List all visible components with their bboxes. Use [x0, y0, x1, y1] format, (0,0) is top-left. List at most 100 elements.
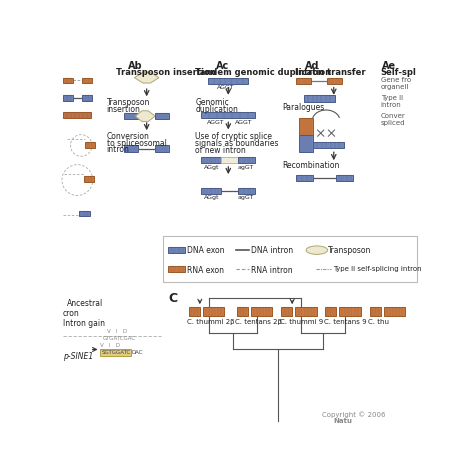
Text: agGT: agGT [238, 164, 254, 170]
Text: AGGT: AGGT [217, 85, 234, 91]
Bar [163, 237, 417, 283]
Text: spliced: spliced [381, 120, 405, 126]
Text: DNA intron: DNA intron [251, 246, 293, 255]
Text: Conver: Conver [381, 113, 405, 119]
Bar [296, 78, 311, 84]
Bar [83, 176, 93, 182]
Text: SGTGGATC: SGTGGATC [101, 350, 130, 355]
Bar [201, 112, 255, 118]
Text: V   I   D: V I D [100, 343, 120, 348]
Bar [237, 307, 247, 316]
Bar [339, 307, 361, 316]
Bar [384, 307, 405, 316]
Bar [313, 142, 344, 148]
Bar [220, 157, 237, 163]
Bar [325, 307, 336, 316]
Text: AGGT: AGGT [207, 120, 225, 125]
Bar [100, 349, 131, 356]
Text: Transposon: Transposon [328, 246, 372, 255]
Bar [63, 112, 91, 118]
Text: cron: cron [63, 309, 80, 318]
Bar [168, 247, 185, 253]
Bar [201, 188, 220, 194]
Bar [208, 78, 248, 84]
Text: Genomic: Genomic [195, 98, 229, 107]
Text: agGT: agGT [238, 195, 254, 201]
Text: signals as boundaries: signals as boundaries [195, 139, 279, 148]
Text: GTGATCGAC: GTGATCGAC [103, 337, 136, 341]
Bar [201, 157, 220, 163]
Bar [299, 118, 313, 136]
Polygon shape [134, 72, 159, 83]
Text: RNA intron: RNA intron [251, 265, 293, 274]
Text: Copyright © 2006: Copyright © 2006 [322, 411, 386, 418]
Text: Conversion: Conversion [107, 132, 149, 141]
Text: organell: organell [381, 84, 409, 90]
Text: Self-spl: Self-spl [381, 68, 417, 77]
Bar [85, 142, 95, 148]
Bar [82, 78, 92, 83]
Text: C. tentans 9: C. tentans 9 [324, 319, 366, 325]
Bar [336, 175, 353, 181]
Text: Paralogues: Paralogues [282, 103, 324, 112]
Bar [295, 307, 317, 316]
Text: Use of cryptic splice: Use of cryptic splice [195, 132, 272, 141]
Text: AGGT: AGGT [235, 120, 253, 125]
Text: C. tentans 2β: C. tentans 2β [235, 319, 282, 325]
Bar [237, 188, 255, 194]
Text: Ac: Ac [216, 61, 229, 71]
Polygon shape [135, 111, 155, 121]
Text: AGgt: AGgt [204, 195, 219, 201]
Text: intron: intron [381, 102, 401, 109]
Text: RNA exon: RNA exon [187, 265, 224, 274]
Bar [155, 113, 169, 119]
Text: AGgt: AGgt [204, 164, 219, 170]
Text: DAC: DAC [131, 350, 143, 355]
Bar [203, 307, 225, 316]
Text: Natu: Natu [334, 418, 353, 424]
Bar [189, 307, 200, 316]
Text: Type II: Type II [381, 95, 403, 101]
Bar [299, 136, 313, 152]
Text: Tandem genomic duplication: Tandem genomic duplication [195, 68, 331, 77]
Bar [124, 113, 138, 119]
Bar [327, 78, 342, 84]
Bar [251, 307, 272, 316]
Text: Intron gain: Intron gain [63, 319, 105, 328]
Bar [370, 307, 381, 316]
Text: C: C [168, 292, 177, 305]
Text: Recombination: Recombination [282, 161, 339, 170]
Text: Ad: Ad [305, 61, 320, 71]
Ellipse shape [306, 246, 328, 255]
Bar [79, 211, 90, 216]
Text: Intron transfer: Intron transfer [295, 68, 366, 77]
Bar [282, 307, 292, 316]
Bar [237, 157, 255, 163]
Bar [304, 95, 335, 101]
Text: C. thummi 2β: C. thummi 2β [188, 319, 235, 325]
Text: Ae: Ae [383, 61, 396, 71]
Text: Transposon: Transposon [107, 99, 150, 108]
Bar [296, 175, 313, 181]
Text: Ancestral: Ancestral [66, 300, 103, 309]
Bar [82, 95, 92, 101]
Bar [63, 78, 73, 83]
Bar [155, 146, 169, 152]
Text: C. thummi 9: C. thummi 9 [280, 319, 323, 325]
Text: to spliceosomal: to spliceosomal [107, 138, 166, 147]
Text: p-SINE1: p-SINE1 [63, 352, 93, 361]
Text: Type II self-splicing intron: Type II self-splicing intron [333, 265, 422, 272]
Text: Transposon insertion: Transposon insertion [116, 68, 216, 77]
Text: of new intron: of new intron [195, 146, 246, 155]
Text: duplication: duplication [195, 105, 238, 114]
Text: V   I   D: V I D [107, 329, 127, 335]
Text: DNA exon: DNA exon [187, 246, 224, 255]
Bar [63, 95, 73, 101]
Bar [124, 146, 138, 152]
Bar [168, 266, 185, 273]
Text: insertion: insertion [107, 105, 140, 114]
Text: intron: intron [107, 146, 129, 155]
Text: Ab: Ab [128, 61, 143, 71]
Text: Gene fro: Gene fro [381, 77, 411, 83]
Text: C. thu: C. thu [368, 319, 390, 325]
